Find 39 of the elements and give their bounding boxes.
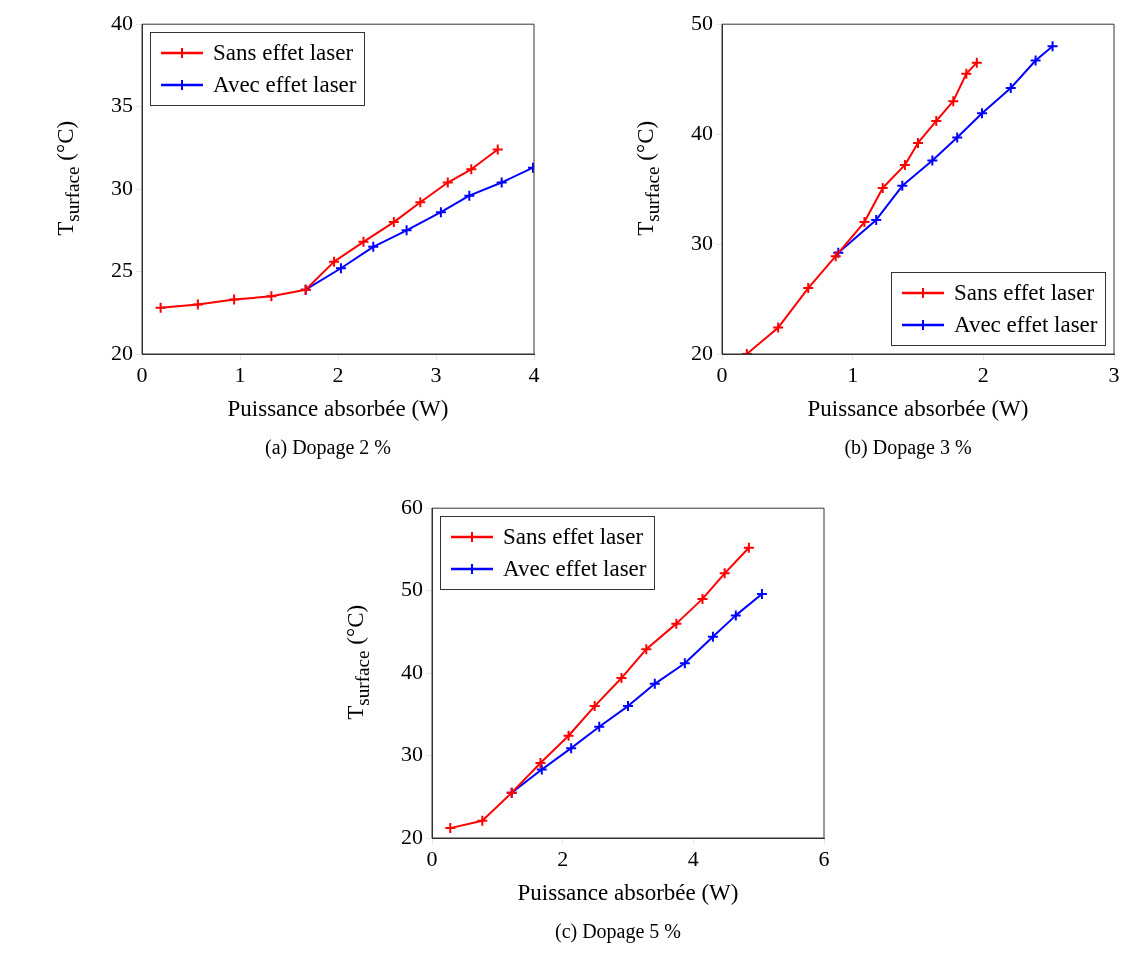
legend-label: Sans effet laser <box>954 279 1095 307</box>
x-tick-label: 2 <box>332 361 344 387</box>
x-tick-label: 6 <box>818 845 830 871</box>
y-tick-label: 25 <box>111 257 133 283</box>
x-tick-label: 3 <box>430 361 442 387</box>
x-tick-label: 3 <box>1108 361 1120 387</box>
x-axis-title: Puissance absorbée (W) <box>807 396 1029 422</box>
x-tick-label: 1 <box>847 361 859 387</box>
x-tick-label: 1 <box>234 361 246 387</box>
x-tick-label: 4 <box>528 361 540 387</box>
y-tick-label: 20 <box>111 339 133 365</box>
legend-label: Avec effet laser <box>213 71 357 100</box>
y-tick-label: 40 <box>111 9 133 35</box>
y-tick-label: 30 <box>111 174 133 200</box>
y-tick-label: 60 <box>401 493 423 519</box>
text: (c) Dopage 5 % <box>553 920 683 943</box>
y-tick-label: 20 <box>401 823 423 849</box>
y-tick-label: 40 <box>691 119 713 145</box>
x-tick-label: 0 <box>136 361 148 387</box>
legend-label: Sans effet laser <box>503 523 644 552</box>
x-tick-label: 4 <box>687 845 699 871</box>
x-tick-label: 2 <box>977 361 989 387</box>
y-tick-label: 30 <box>691 229 713 255</box>
text: (a) Dopage 2 % <box>263 436 393 459</box>
y-tick-label: 50 <box>691 9 713 35</box>
y-tick-label: 35 <box>111 92 133 118</box>
legend-label: Sans effet laser <box>213 39 354 68</box>
x-axis-title: Puissance absorbée (W) <box>227 396 449 422</box>
x-tick-label: 0 <box>716 361 728 387</box>
x-tick-label: 2 <box>557 845 569 871</box>
y-tick-label: 20 <box>691 339 713 365</box>
legend-label: Avec effet laser <box>503 555 647 584</box>
text: (b) Dopage 3 % <box>843 436 973 459</box>
y-tick-label: 30 <box>401 741 423 767</box>
y-tick-label: 50 <box>401 576 423 602</box>
y-tick-label: 40 <box>401 658 423 684</box>
x-axis-title: Puissance absorbée (W) <box>517 880 739 906</box>
legend-label: Avec effet laser <box>954 311 1098 339</box>
x-tick-label: 0 <box>426 845 438 871</box>
